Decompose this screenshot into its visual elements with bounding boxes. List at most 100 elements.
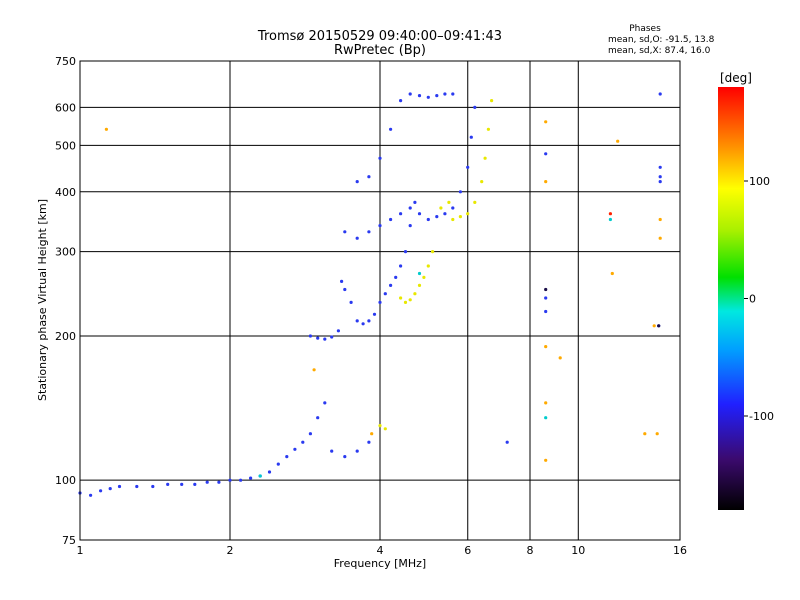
y-tick-label: 500 bbox=[55, 139, 76, 152]
data-point bbox=[383, 292, 387, 296]
y-tick-label: 600 bbox=[55, 101, 76, 114]
data-point bbox=[408, 92, 412, 96]
data-point bbox=[417, 94, 422, 98]
data-point bbox=[451, 217, 455, 222]
data-point bbox=[399, 264, 403, 268]
data-point bbox=[443, 92, 447, 96]
data-point bbox=[473, 200, 477, 204]
data-point bbox=[652, 324, 656, 328]
data-point bbox=[217, 480, 221, 484]
data-point bbox=[544, 345, 548, 349]
data-point bbox=[135, 484, 139, 489]
data-point bbox=[267, 470, 272, 474]
data-point bbox=[403, 300, 408, 304]
y-tick-label: 100 bbox=[55, 474, 76, 487]
x-tick-label: 16 bbox=[673, 544, 687, 557]
data-point bbox=[426, 217, 430, 222]
y-tick-label: 750 bbox=[55, 55, 76, 68]
y-tick-label: 200 bbox=[55, 330, 76, 343]
data-point bbox=[657, 324, 661, 328]
data-point bbox=[378, 300, 382, 304]
data-point bbox=[658, 180, 662, 184]
data-point bbox=[417, 212, 422, 216]
phases-box-o: mean, sd,O: -91.5, 13.8 bbox=[608, 35, 715, 45]
data-point bbox=[205, 480, 209, 484]
data-point bbox=[343, 455, 347, 459]
data-point bbox=[658, 175, 662, 179]
data-point bbox=[544, 296, 548, 300]
phases-box-title: Phases bbox=[629, 24, 661, 34]
data-point bbox=[655, 432, 659, 436]
data-point bbox=[340, 279, 344, 283]
data-point bbox=[249, 476, 253, 480]
data-point bbox=[544, 309, 548, 314]
data-point bbox=[451, 92, 455, 96]
x-tick-label: 1 bbox=[77, 544, 84, 557]
data-point bbox=[389, 283, 393, 287]
x-tick-label: 8 bbox=[527, 544, 534, 557]
data-point bbox=[439, 206, 443, 210]
data-point bbox=[372, 312, 377, 316]
data-point bbox=[336, 329, 340, 333]
x-tick-label: 6 bbox=[464, 544, 471, 557]
data-point bbox=[367, 230, 371, 234]
plot-frame bbox=[79, 60, 681, 541]
data-point bbox=[443, 212, 447, 216]
data-point bbox=[355, 449, 359, 453]
data-point bbox=[108, 487, 112, 491]
colorbar-tick-label: 0 bbox=[749, 293, 756, 306]
data-point bbox=[99, 489, 103, 493]
data-point bbox=[451, 206, 455, 210]
data-point bbox=[228, 478, 232, 482]
data-point bbox=[616, 139, 620, 143]
data-point bbox=[403, 250, 408, 254]
data-point bbox=[293, 447, 297, 451]
data-point bbox=[408, 206, 412, 210]
data-point bbox=[308, 432, 312, 436]
data-point bbox=[469, 135, 473, 139]
data-point bbox=[151, 484, 155, 489]
data-point bbox=[367, 440, 371, 444]
data-point bbox=[239, 478, 243, 482]
x-tick-label: 10 bbox=[571, 544, 585, 557]
data-point bbox=[258, 474, 262, 478]
data-point bbox=[473, 105, 477, 109]
data-point bbox=[104, 127, 108, 131]
data-point bbox=[486, 127, 490, 131]
data-point bbox=[394, 275, 398, 279]
data-point bbox=[389, 127, 393, 131]
y-axis-label: Stationary phase Virtual Height [km] bbox=[36, 199, 49, 401]
data-point bbox=[435, 94, 439, 98]
data-point bbox=[544, 401, 548, 405]
data-point bbox=[505, 440, 509, 444]
data-point bbox=[480, 180, 484, 184]
data-point bbox=[193, 482, 197, 486]
data-point bbox=[323, 337, 327, 341]
data-point bbox=[608, 217, 613, 222]
colorbar bbox=[718, 87, 744, 510]
data-point bbox=[544, 152, 548, 156]
data-point bbox=[285, 455, 289, 459]
chart-subtitle: RwPretec (Bp) bbox=[334, 43, 426, 58]
data-point bbox=[544, 458, 548, 462]
colorbar-tick-label: -100 bbox=[749, 410, 774, 423]
data-point bbox=[166, 482, 170, 486]
colorbar-label: [deg] bbox=[720, 71, 752, 85]
data-point bbox=[490, 99, 494, 103]
data-point bbox=[426, 95, 430, 99]
data-point bbox=[301, 440, 305, 444]
data-point bbox=[343, 287, 347, 292]
data-point bbox=[431, 250, 435, 254]
data-points bbox=[78, 92, 662, 497]
data-point bbox=[378, 224, 382, 228]
x-tick-label: 4 bbox=[377, 544, 384, 557]
data-point bbox=[312, 368, 316, 372]
data-point bbox=[367, 319, 371, 323]
data-point bbox=[399, 212, 403, 216]
phases-box-x: mean, sd,X: 87.4, 16.0 bbox=[608, 46, 711, 56]
data-point bbox=[343, 230, 347, 234]
data-point bbox=[658, 92, 662, 96]
data-point bbox=[89, 493, 93, 497]
data-point bbox=[355, 319, 359, 323]
data-point bbox=[316, 416, 320, 420]
